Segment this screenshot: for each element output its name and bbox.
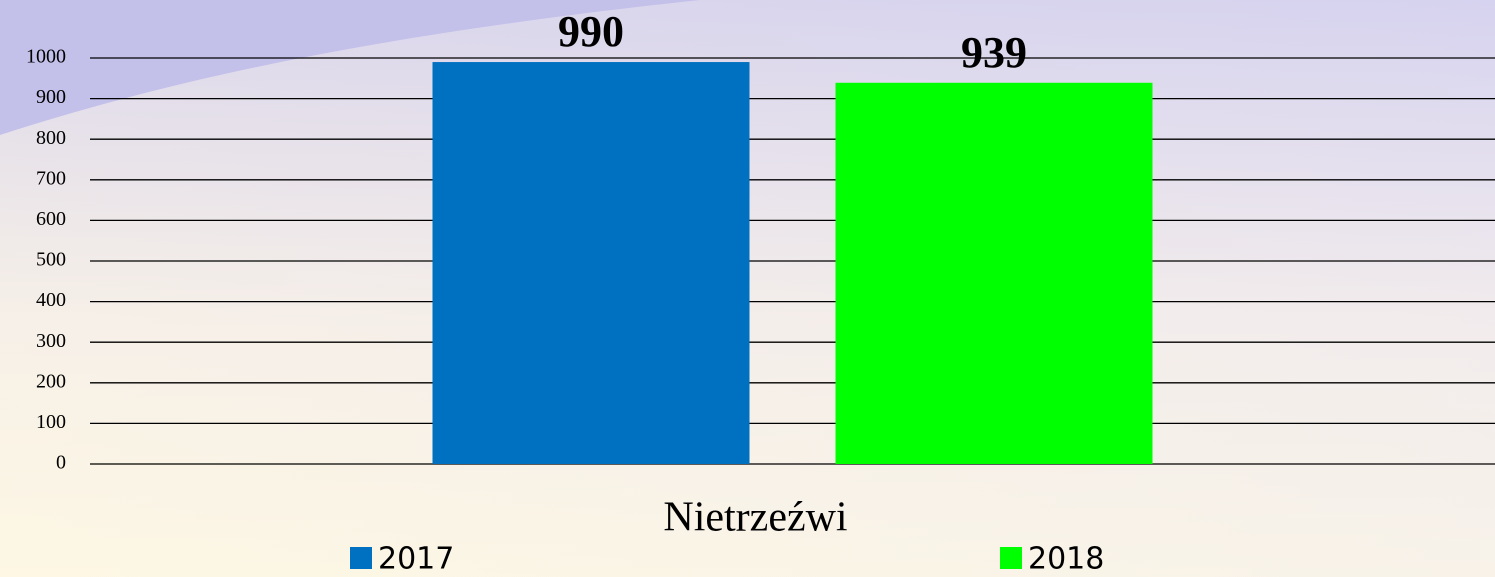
legend-swatch	[1000, 547, 1022, 569]
y-tick-label: 500	[36, 249, 66, 271]
y-tick-label: 0	[56, 452, 66, 474]
legend-label: 2018	[1028, 542, 1104, 577]
bar	[835, 82, 1153, 465]
swoosh	[0, 0, 700, 135]
y-tick-label: 1000	[26, 46, 66, 68]
legend-swatch	[350, 547, 372, 569]
y-tick-label: 700	[36, 167, 66, 189]
y-tick-label: 600	[36, 208, 66, 230]
bar	[432, 62, 750, 465]
value-label: 990	[558, 7, 624, 56]
value-label: 939	[961, 28, 1027, 77]
y-tick-label: 800	[36, 127, 66, 149]
y-tick-label: 300	[36, 330, 66, 352]
legend-label: 2017	[378, 542, 454, 577]
y-tick-label: 100	[36, 411, 66, 433]
y-tick-label: 400	[36, 289, 66, 311]
x-tick-label: Nietrzeźwi	[663, 495, 847, 541]
y-tick-label: 900	[36, 86, 66, 108]
y-tick-label: 200	[36, 370, 66, 392]
